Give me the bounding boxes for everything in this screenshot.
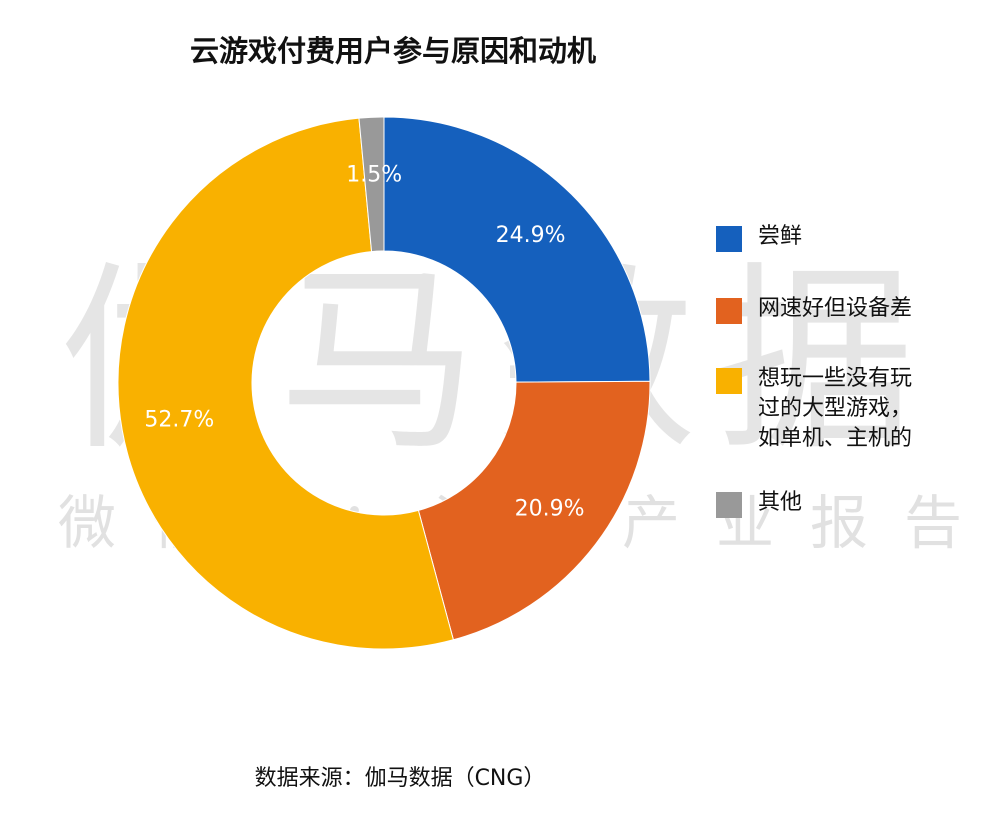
- legend-item-0: 尝鲜: [716, 222, 958, 252]
- slice-value-label-2: 52.7%: [144, 408, 214, 433]
- legend-item-2: 想玩一些没有玩 过的大型游戏， 如单机、主机的: [716, 364, 958, 454]
- donut-slice-0: [383, 116, 651, 383]
- legend-label-3: 其他: [758, 490, 803, 515]
- legend-label-0: 尝鲜: [758, 224, 803, 249]
- legend-label-2: 想玩一些没有玩 过的大型游戏， 如单机、主机的: [758, 366, 913, 451]
- donut-slice-3: [358, 116, 385, 253]
- donut-slice-2: [117, 117, 454, 650]
- legend-swatch-2: [716, 368, 742, 394]
- chart-title: 云游戏付费用户参与原因和动机: [189, 34, 596, 68]
- legend-label-1: 网速好但设备差: [758, 296, 913, 321]
- legend-swatch-0: [716, 226, 742, 252]
- legend-item-1: 网速好但设备差: [716, 294, 958, 324]
- legend-swatch-1: [716, 298, 742, 324]
- data-source: 数据来源：伽马数据（CNG）: [254, 766, 546, 791]
- slice-value-label-0: 24.9%: [496, 223, 566, 248]
- legend-swatch-3: [716, 492, 742, 518]
- donut-slice-1: [417, 380, 651, 641]
- slice-value-label-3: 1.5%: [346, 163, 402, 188]
- legend-item-3: 其他: [716, 488, 958, 518]
- slice-value-label-1: 20.9%: [515, 496, 585, 521]
